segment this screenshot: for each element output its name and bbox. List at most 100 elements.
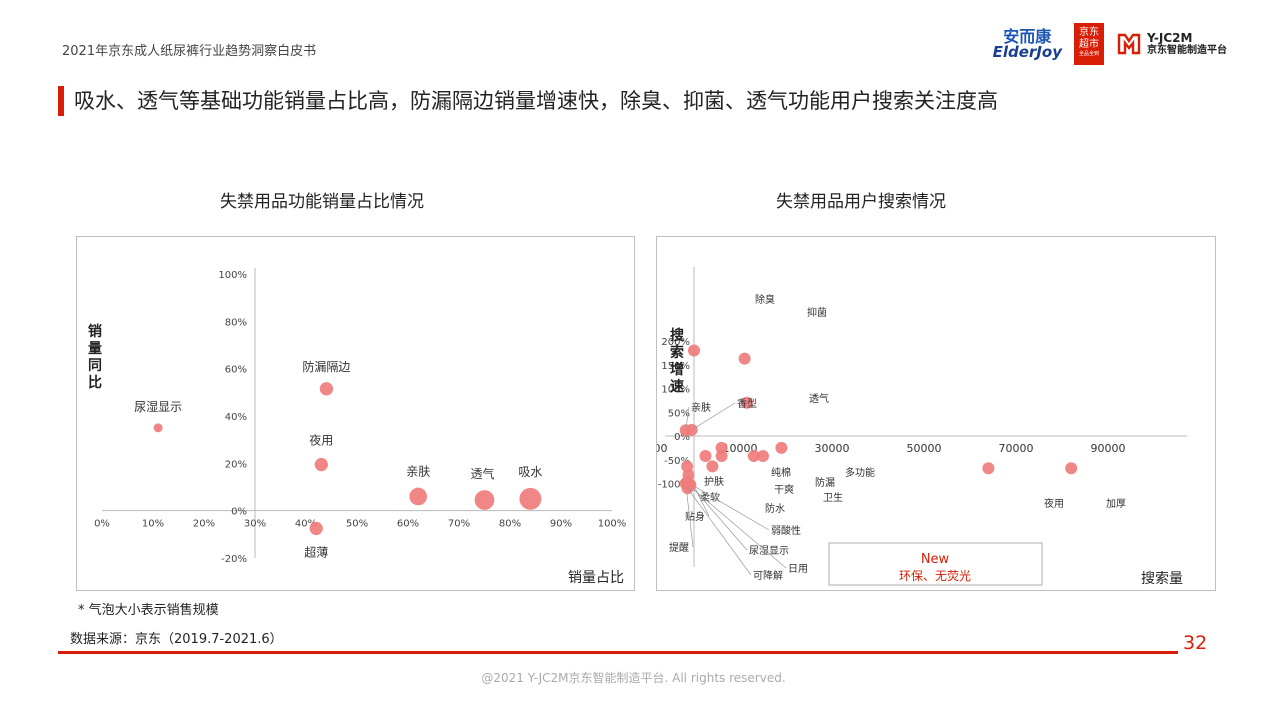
jd-logo-small: 全品全到 bbox=[1078, 51, 1099, 57]
chart1-y-tick-label: -20% bbox=[221, 554, 247, 565]
chart1-bubble bbox=[314, 457, 328, 472]
chart2-point bbox=[757, 449, 769, 462]
chart1-y-tick-label: 60% bbox=[225, 365, 247, 376]
chart2-point bbox=[747, 449, 760, 462]
chart2-point-label: 抑菌 bbox=[807, 307, 827, 319]
data-source: 数据来源：京东（2019.7-2021.6） bbox=[70, 632, 283, 647]
chart2-new-box-line1: New bbox=[921, 552, 950, 567]
chart2-x-tick-label: 90000 bbox=[1091, 442, 1126, 455]
chart1-bubble bbox=[319, 382, 334, 396]
chart2-y-tick-label: 200% bbox=[661, 337, 690, 348]
chart2-new-box bbox=[828, 542, 1043, 586]
copyright: @2021 Y-JC2M京东智能制造平台. All rights reserve… bbox=[481, 671, 786, 685]
chart1-y-tick-label: 80% bbox=[225, 317, 247, 328]
chart2-y-tick-label: 50% bbox=[668, 408, 690, 419]
chart1-x-tick-label: 0% bbox=[94, 519, 110, 530]
chart2-label-leader bbox=[687, 488, 752, 576]
chart2-label-leader bbox=[685, 406, 690, 431]
chart1-y-tick-label: 40% bbox=[225, 412, 247, 423]
chart1-bubble-label: 吸水 bbox=[518, 465, 542, 479]
chart2-point bbox=[715, 449, 728, 462]
chart2-x-tick-label: 70000 bbox=[999, 442, 1034, 455]
chart1-x-tick-label: 60% bbox=[397, 519, 419, 530]
yjc2m-logo-line2: 京东智能制造平台 bbox=[1147, 44, 1227, 56]
bottom-rule bbox=[58, 651, 1178, 654]
anerkang-logo-en: ElderJoy bbox=[992, 42, 1062, 61]
chart2-point-label: 夜用 bbox=[1044, 497, 1064, 510]
chart2-point-label: 多功能 bbox=[845, 466, 875, 479]
chart1-x-tick-label: 40% bbox=[295, 519, 317, 530]
headline-accent-bar bbox=[58, 86, 64, 116]
yjc2m-logo-line1: Y-JC2M bbox=[1147, 30, 1193, 45]
chart2-point bbox=[740, 396, 753, 409]
bubble-size-note: * 气泡大小表示销售规模 bbox=[78, 603, 219, 618]
chart1-title: 失禁用品功能销量占比情况 bbox=[220, 192, 424, 212]
anerkang-logo: 安而康 ElderJoy bbox=[992, 28, 1062, 61]
chart1-bubble bbox=[153, 423, 163, 433]
chart2-point-label: 除臭 bbox=[755, 293, 775, 306]
chart2-new-box-line2: 环保、无荧光 bbox=[899, 569, 971, 583]
chart2-point bbox=[688, 344, 700, 357]
chart2-point-label: 防水 bbox=[765, 502, 785, 515]
chart2-point bbox=[1065, 462, 1078, 475]
chart2-point-label: 香型 bbox=[737, 397, 757, 410]
chart1-bubble bbox=[519, 487, 542, 510]
chart2-point-label: 贴身 bbox=[685, 510, 705, 523]
chart2-point-label: 可降解 bbox=[753, 569, 783, 582]
chart2-point-label: 柔软 bbox=[700, 491, 720, 504]
yjc2m-logo-icon bbox=[1117, 33, 1141, 55]
chart2-svg: -10000 10000 30000 50000 70000 90000 200% 150% 1… bbox=[629, 267, 1187, 587]
chart1-x-axis-label: 销量占比 bbox=[568, 570, 624, 586]
chart1-bubble-label: 夜用 bbox=[309, 433, 333, 448]
chart1-x-tick-label: 50% bbox=[346, 519, 368, 530]
chart1-x-tick-label: 10% bbox=[142, 519, 164, 530]
chart2-point bbox=[706, 460, 719, 473]
chart1-x-tick-label: 70% bbox=[448, 519, 470, 530]
chart1-y-tick-label: 100% bbox=[218, 270, 247, 281]
chart1-svg: 0% 10% 20% 30% 40% 50% 60% 70% 80% 90% 100% 100% 80%… bbox=[88, 268, 627, 586]
chart2-point-label: 护肤 bbox=[704, 475, 724, 488]
chart2-label-leader bbox=[686, 481, 770, 531]
chart2-point-label: 纯棉 bbox=[771, 466, 791, 479]
chart2-point-label: 透气 bbox=[809, 392, 829, 405]
chart1-bubble-label: 尿湿显示 bbox=[134, 399, 182, 414]
chart2-point-label: 日用 bbox=[788, 564, 808, 575]
chart2-point bbox=[681, 482, 694, 495]
chart1-panel: 0% 10% 20% 30% 40% 50% 60% 70% 80% 90% 100% 100% 80%… bbox=[76, 236, 635, 591]
yjc2m-logo: Y-JC2M 京东智能制造平台 bbox=[1116, 31, 1227, 57]
chart1-y-axis-label: 销量同比 bbox=[88, 323, 102, 391]
chart2-x-axis-label: 搜索量 bbox=[1141, 570, 1183, 587]
chart2-point-label: 提醒 bbox=[669, 542, 689, 554]
chart2-point-label: 干爽 bbox=[774, 484, 794, 496]
chart1-x-tick-label: 100% bbox=[598, 519, 627, 530]
chart1-bubble-label: 亲肤 bbox=[406, 463, 430, 478]
page-number: 32 bbox=[1183, 632, 1208, 654]
chart1-bubble bbox=[409, 487, 428, 506]
chart2-point-label: 卫生 bbox=[823, 491, 843, 504]
chart2-label-leader bbox=[690, 484, 748, 551]
chart1-x-tick-label: 80% bbox=[499, 519, 521, 530]
chart1-bubble-label: 超薄 bbox=[304, 544, 328, 559]
chart2-y-tick-label: 100% bbox=[661, 385, 690, 396]
chart2-point bbox=[738, 352, 751, 365]
headline: 吸水、透气等基础功能销量占比高，防漏隔边销量增速快，除臭、抑菌、透气功能用户搜索… bbox=[74, 89, 998, 113]
chart2-label-leader bbox=[689, 485, 787, 569]
chart2-x-tick-label: 10000 bbox=[723, 442, 758, 455]
chart1-y-tick-label: 0% bbox=[231, 507, 247, 518]
chart2-point-label: 加厚 bbox=[1106, 498, 1126, 510]
chart1-x-tick-label: 20% bbox=[193, 519, 215, 530]
chart2-point-label: 弱酸性 bbox=[771, 524, 801, 537]
chart2-point-label: 防漏 bbox=[815, 476, 835, 489]
chart2-y-axis-label: 搜索增速 bbox=[670, 327, 685, 395]
chart2-x-tick-label: 30000 bbox=[815, 442, 850, 455]
chart1-bubble-label: 防漏隔边 bbox=[302, 359, 350, 374]
chart2-point-label: 尿湿显示 bbox=[749, 545, 789, 557]
chart2-title: 失禁用品用户搜索情况 bbox=[776, 192, 946, 212]
chart2-x-tick-label: 50000 bbox=[907, 442, 942, 455]
chart2-y-tick-label: -100% bbox=[658, 480, 690, 491]
chart2-y-tick-label: -50% bbox=[664, 456, 690, 467]
jd-supermarket-logo: 京东 超市 全品全到 bbox=[1074, 23, 1104, 65]
chart2-point bbox=[982, 462, 995, 475]
chart1-y-tick-label: 20% bbox=[225, 459, 247, 470]
chart1-x-tick-label: 30% bbox=[244, 519, 266, 530]
